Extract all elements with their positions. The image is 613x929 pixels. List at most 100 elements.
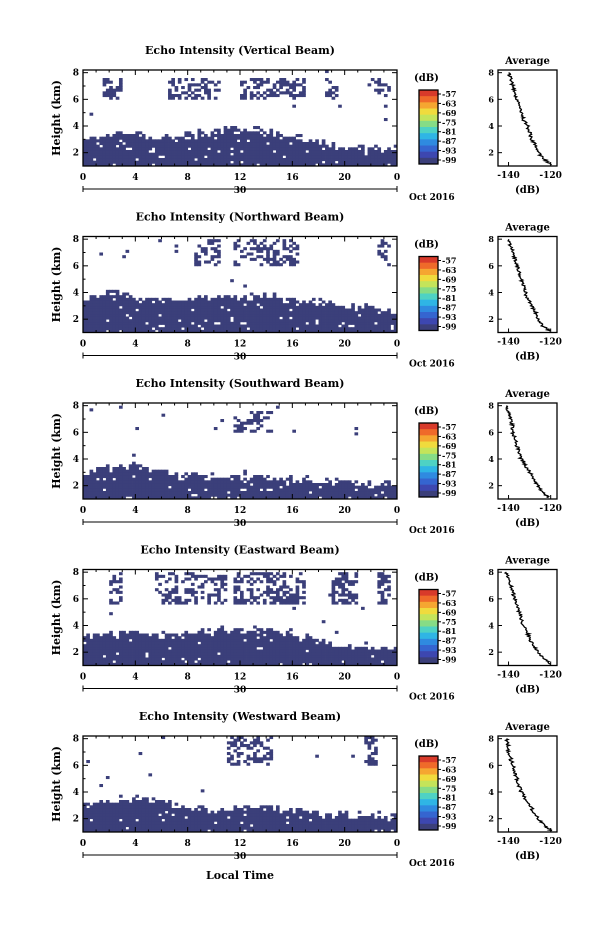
echo-cell (164, 313, 169, 317)
echo-cell (200, 142, 205, 146)
echo-cell (96, 155, 100, 159)
echo-cell (367, 321, 372, 325)
echo-cell (122, 152, 126, 156)
echo-cell (256, 313, 261, 317)
echo-cell (262, 485, 267, 489)
echo-cell (331, 598, 336, 602)
echo-cell (269, 646, 274, 650)
echo-cell (132, 321, 136, 325)
echo-cell (387, 593, 391, 597)
echo-cell (151, 662, 156, 666)
echo-cell (341, 577, 346, 581)
echo-cell (217, 488, 221, 492)
colorbar-tick-label: -81 (442, 460, 456, 470)
echo-cell (112, 469, 117, 473)
echo-cell (184, 308, 189, 312)
echo-cell (200, 641, 205, 645)
echo-cell (112, 329, 117, 333)
echo-cell (321, 493, 326, 497)
echo-cell (266, 152, 270, 156)
echo-cell (204, 321, 208, 325)
echo-cell (328, 321, 332, 325)
echo-cell (115, 308, 120, 312)
echo-cell (259, 652, 264, 656)
echo-cell (364, 311, 368, 315)
echo-cell (220, 329, 225, 333)
echo-cell (256, 134, 261, 138)
echo-cell (217, 152, 221, 156)
echo-cell (289, 638, 293, 642)
echo-cell (256, 657, 261, 661)
echo-cell (171, 321, 175, 325)
echo-cell (105, 139, 110, 143)
echo-cell (377, 147, 382, 151)
echo-cell (338, 480, 342, 484)
echo-cell (181, 144, 185, 148)
echo-cell (89, 644, 94, 648)
echo-cell (282, 241, 287, 245)
echo-cell (109, 139, 113, 143)
echo-cell (135, 660, 139, 664)
echo-cell (132, 480, 136, 484)
echo-cell (282, 255, 287, 259)
echo-cell (118, 147, 123, 151)
echo-cell (89, 142, 94, 146)
echo-cell (125, 158, 130, 162)
echo-cell (122, 469, 126, 473)
echo-cell (96, 329, 100, 333)
echo-cell (289, 601, 293, 605)
echo-cell (253, 327, 257, 331)
echo-cell (230, 303, 234, 307)
echo-cell (253, 247, 257, 251)
echo-cell (334, 311, 339, 315)
echo-cell (112, 136, 117, 140)
echo-cell (308, 641, 313, 645)
echo-cell (226, 295, 231, 299)
echo-cell (164, 160, 169, 164)
echo-cell (164, 491, 169, 495)
echo-cell (223, 295, 228, 299)
echo-cell (298, 496, 303, 500)
echo-cell (370, 313, 375, 317)
echo-cell (292, 644, 296, 648)
echo-cell (302, 308, 306, 312)
echo-cell (249, 477, 254, 481)
echo-cell (308, 654, 313, 658)
echo-cell (138, 324, 143, 328)
echo-cell (236, 641, 241, 645)
echo-cell (184, 313, 189, 317)
echo-cell (233, 321, 238, 325)
echo-cell (285, 163, 290, 167)
echo-cell (115, 324, 120, 328)
echo-cell (151, 649, 156, 653)
echo-cell (374, 144, 378, 148)
echo-cell (99, 295, 104, 299)
echo-cell (374, 649, 378, 653)
echo-cell (174, 329, 179, 333)
echo-cell (341, 483, 346, 487)
echo-cell (331, 593, 336, 597)
echo-cell (292, 303, 296, 307)
echo-cell (207, 311, 211, 315)
echo-cell (213, 485, 218, 489)
echo-cell (285, 158, 290, 162)
echo-cell (226, 152, 231, 156)
echo-cell (154, 469, 159, 473)
echo-cell (295, 480, 300, 484)
echo-cell (109, 630, 113, 634)
echo-cell (171, 644, 175, 648)
echo-cell (259, 155, 264, 159)
echo-cell (295, 142, 300, 146)
echo-cell (226, 158, 231, 162)
echo-cell (282, 496, 287, 500)
echo-cell (177, 94, 182, 98)
echo-cell (92, 142, 97, 146)
echo-cell (161, 297, 166, 301)
echo-cell (168, 150, 172, 154)
echo-cell (292, 94, 296, 98)
echo-cell (243, 152, 247, 156)
echo-cell (347, 485, 352, 489)
echo-cell (128, 644, 133, 648)
echo-cell (145, 646, 149, 650)
echo-cell (109, 638, 113, 642)
